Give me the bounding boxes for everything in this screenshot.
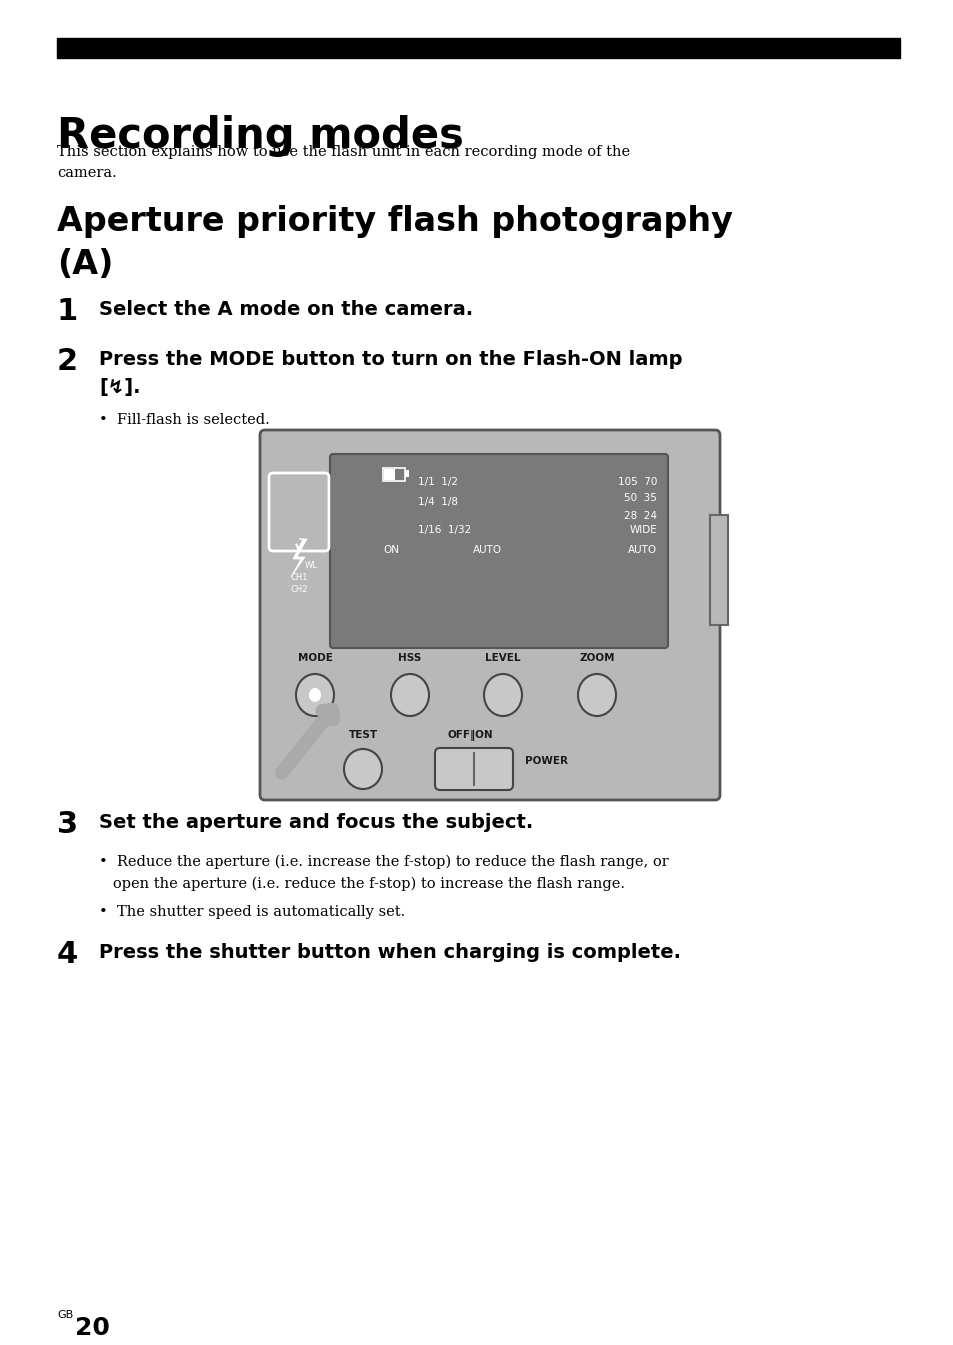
Bar bbox=[405, 469, 409, 477]
Text: 3: 3 bbox=[57, 810, 78, 839]
Ellipse shape bbox=[391, 674, 429, 716]
Text: •  The shutter speed is automatically set.: • The shutter speed is automatically set… bbox=[99, 905, 405, 919]
Text: POWER: POWER bbox=[524, 756, 567, 767]
Text: Select the A mode on the camera.: Select the A mode on the camera. bbox=[99, 300, 473, 319]
Text: •  Fill-flash is selected.: • Fill-flash is selected. bbox=[99, 413, 270, 426]
Text: HSS: HSS bbox=[398, 654, 421, 663]
Text: CH2: CH2 bbox=[290, 585, 308, 594]
Text: 1/16  1/32: 1/16 1/32 bbox=[417, 525, 471, 535]
Text: OFF‖ON: OFF‖ON bbox=[447, 730, 493, 741]
Text: 1/4  1/8: 1/4 1/8 bbox=[417, 498, 457, 507]
Text: This section explains how to use the flash unit in each recording mode of the: This section explains how to use the fla… bbox=[57, 145, 630, 159]
Text: ON: ON bbox=[382, 545, 398, 555]
Text: (A): (A) bbox=[57, 247, 113, 281]
Text: Set the aperture and focus the subject.: Set the aperture and focus the subject. bbox=[99, 812, 533, 833]
Text: MODE: MODE bbox=[297, 654, 332, 663]
Text: AUTO: AUTO bbox=[627, 545, 657, 555]
Text: 28  24: 28 24 bbox=[623, 511, 657, 521]
Polygon shape bbox=[291, 539, 307, 577]
Text: WL: WL bbox=[305, 561, 317, 570]
Bar bbox=[57, 38, 899, 58]
Text: Recording modes: Recording modes bbox=[57, 116, 463, 157]
Text: Press the shutter button when charging is complete.: Press the shutter button when charging i… bbox=[99, 943, 680, 962]
Text: ZOOM: ZOOM bbox=[578, 654, 614, 663]
FancyBboxPatch shape bbox=[435, 748, 513, 790]
Ellipse shape bbox=[483, 674, 521, 716]
Text: Press the MODE button to turn on the Flash-ON lamp: Press the MODE button to turn on the Fla… bbox=[99, 350, 681, 369]
Text: GB: GB bbox=[57, 1310, 73, 1319]
Ellipse shape bbox=[344, 749, 381, 790]
Bar bbox=[709, 515, 727, 625]
Text: 1: 1 bbox=[57, 297, 78, 325]
Ellipse shape bbox=[295, 674, 334, 716]
Text: •  Reduce the aperture (i.e. increase the f-stop) to reduce the flash range, or: • Reduce the aperture (i.e. increase the… bbox=[99, 855, 668, 869]
Text: CH1: CH1 bbox=[290, 573, 308, 582]
Text: 4: 4 bbox=[57, 940, 78, 968]
Text: Aperture priority flash photography: Aperture priority flash photography bbox=[57, 204, 732, 238]
Ellipse shape bbox=[309, 689, 320, 702]
Text: [↯].: [↯]. bbox=[99, 378, 140, 397]
Text: AUTO: AUTO bbox=[473, 545, 501, 555]
FancyBboxPatch shape bbox=[260, 430, 720, 800]
Text: WIDE: WIDE bbox=[629, 525, 657, 535]
Text: TEST: TEST bbox=[348, 730, 377, 740]
Text: 20: 20 bbox=[75, 1315, 110, 1340]
Text: 1/1  1/2: 1/1 1/2 bbox=[417, 477, 457, 487]
FancyBboxPatch shape bbox=[330, 455, 667, 648]
Text: 105  70: 105 70 bbox=[617, 477, 657, 487]
Text: 50  35: 50 35 bbox=[623, 494, 657, 503]
Ellipse shape bbox=[578, 674, 616, 716]
Text: 2: 2 bbox=[57, 347, 78, 377]
Text: LEVEL: LEVEL bbox=[485, 654, 520, 663]
Text: camera.: camera. bbox=[57, 165, 116, 180]
Bar bbox=[384, 469, 395, 480]
Bar bbox=[382, 468, 405, 482]
Text: open the aperture (i.e. reduce the f-stop) to increase the flash range.: open the aperture (i.e. reduce the f-sto… bbox=[99, 877, 624, 892]
